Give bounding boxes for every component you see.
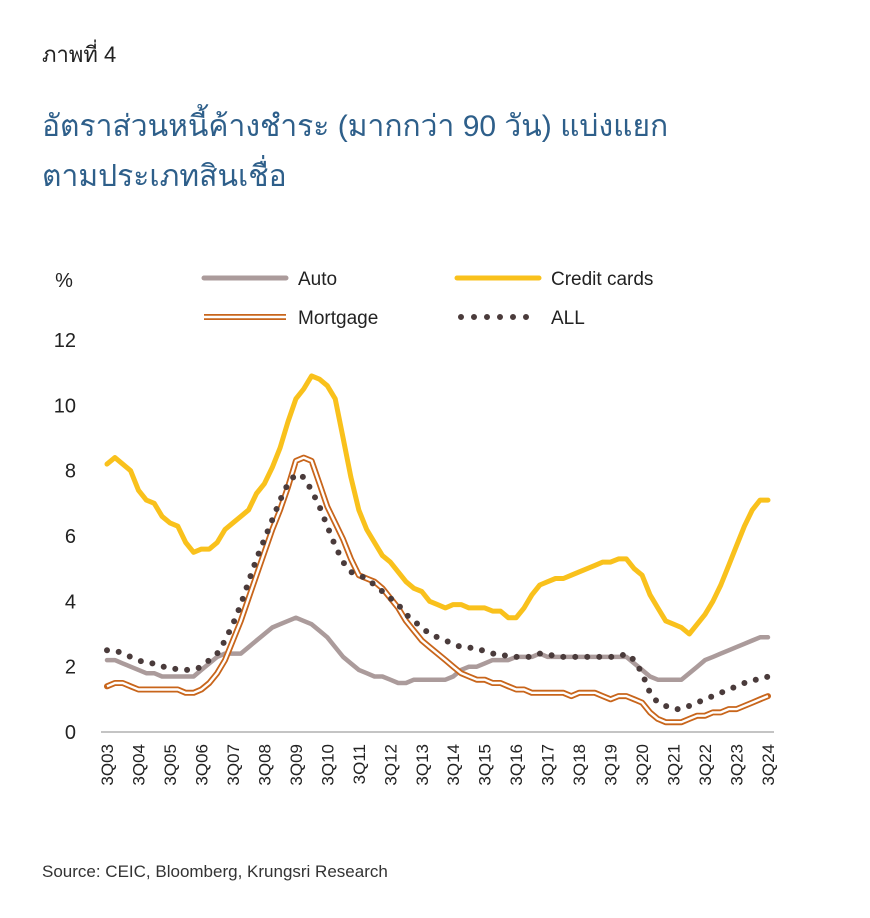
x-tick-label: 3Q06 [192, 744, 211, 786]
x-tick-label: 3Q13 [413, 744, 432, 786]
x-tick-label: 3Q07 [224, 744, 243, 786]
y-axis-label: % [55, 270, 73, 292]
series-line [104, 454, 771, 726]
x-tick-label: 3Q03 [98, 744, 117, 786]
legend-label: Mortgage [298, 308, 378, 329]
y-tick-label: 12 [54, 330, 76, 352]
y-tick-label: 4 [65, 591, 76, 613]
source: Source: CEIC, Bloomberg, Krungsri Resear… [42, 862, 388, 881]
series-line-inner [106, 456, 769, 724]
x-tick-label: 3Q05 [161, 744, 180, 786]
x-tick-label: 3Q19 [602, 744, 621, 786]
x-tick-label: 3Q09 [287, 744, 306, 786]
x-tick-label: 3Q20 [633, 744, 652, 786]
x-tick-label: 3Q08 [255, 744, 274, 786]
x-tick-label: 3Q23 [728, 744, 747, 786]
x-tick-label: 3Q24 [759, 744, 778, 786]
figure-label: ภาพที่ 4 [42, 39, 116, 67]
x-tick-label: 3Q04 [129, 744, 148, 786]
series-line [104, 615, 771, 686]
x-tick-label: 3Q16 [507, 744, 526, 786]
series-line [104, 373, 771, 637]
y-tick-label: 2 [65, 657, 76, 679]
y-tick-label: 10 [54, 395, 76, 417]
x-tick-label: 3Q22 [696, 744, 715, 786]
x-tick-label: 3Q12 [381, 744, 400, 786]
x-tick-label: 3Q18 [570, 744, 589, 786]
chart-title: ตามประเภทสินเชื่อ [42, 155, 287, 193]
x-tick-label: 3Q17 [539, 744, 558, 786]
legend-label: ALL [551, 308, 585, 329]
x-tick-label: 3Q10 [318, 744, 337, 786]
x-tick-label: 3Q15 [476, 744, 495, 786]
legend-label: Auto [298, 269, 337, 290]
x-tick-label: 3Q14 [444, 744, 463, 786]
x-tick-label: 3Q11 [350, 744, 369, 784]
chart-title: อัตราส่วนหนี้ค้างชำระ (มากกว่า 90 วัน) แ… [42, 104, 668, 143]
x-tick-label: 3Q21 [665, 744, 684, 786]
legend-label: Credit cards [551, 269, 653, 290]
y-tick-label: 8 [65, 461, 76, 483]
y-tick-label: 0 [65, 722, 76, 744]
series-line [104, 470, 771, 713]
y-tick-label: 6 [65, 526, 76, 548]
